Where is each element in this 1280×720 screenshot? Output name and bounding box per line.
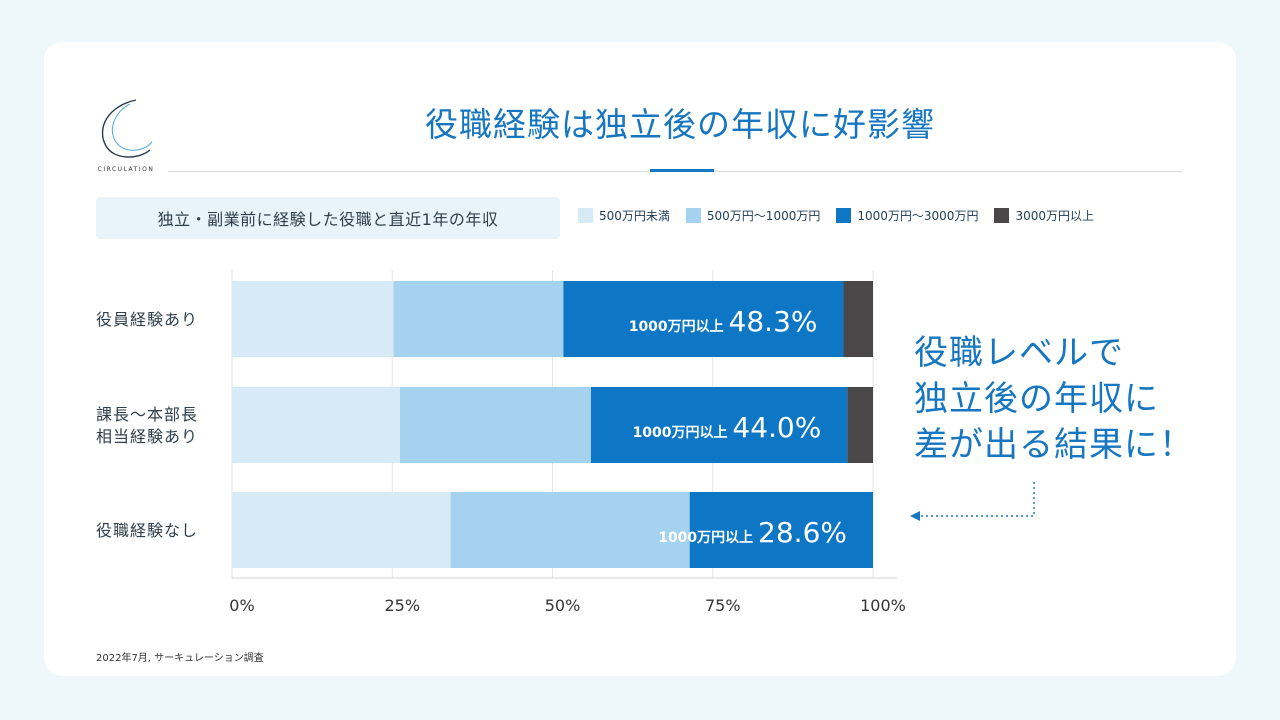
legend-swatch-3 (836, 208, 852, 223)
legend-item-4: 3000万円以上 (994, 207, 1094, 224)
legend-swatch-1 (578, 208, 593, 223)
x-tick-label-5: 100% (860, 596, 906, 615)
legend-swatch-4 (994, 208, 1010, 223)
bar-row3-seg3 (689, 492, 873, 568)
legend-item-2: 500万円〜1000万円 (685, 207, 821, 224)
logo: CIRCULATION (94, 96, 158, 176)
category-label-3: 役職経験なし (96, 521, 198, 540)
bar-row1-seg4 (843, 281, 873, 357)
callout-line-2: 独立後の年収に (914, 379, 1159, 419)
bar-row2-seg1 (232, 387, 400, 463)
legend-item-3: 1000万円〜3000万円 (836, 207, 978, 224)
x-tick-label-3: 50% (545, 596, 581, 615)
bar-row2-seg4 (847, 387, 873, 463)
callout-text: 役職レベルで 独立後の年収に 差が出る結果に！ (914, 330, 1214, 468)
x-tick-label-1: 0% (229, 596, 254, 615)
legend-label-4: 3000万円以上 (1015, 209, 1094, 223)
legend-label-2: 500万円〜1000万円 (706, 209, 821, 223)
category-label-2: 課長〜本部長相当経験あり (96, 405, 198, 446)
bar-row1-seg2 (393, 281, 564, 357)
bar-row3-seg1 (232, 492, 451, 568)
bar-row2-seg3 (590, 387, 848, 463)
callout-connector (918, 482, 1035, 517)
footnote: 2022年7月, サーキュレーション調査 (96, 653, 264, 664)
legend-label-1: 500万円未満 (599, 209, 670, 223)
callout-arrow-icon (910, 511, 920, 521)
legend-swatch-2 (685, 208, 701, 223)
bar-row3-seg2 (450, 492, 690, 568)
data-label-2: 1000万円以上 44.0% (633, 411, 822, 444)
chart-title: 独立・副業前に経験した役職と直近1年の年収 (96, 197, 560, 239)
logo-text: CIRCULATION (97, 166, 155, 173)
legend-label-3: 1000万円〜3000万円 (857, 209, 979, 223)
x-tick-label-2: 25% (384, 596, 420, 615)
bar-row1-seg1 (232, 281, 394, 357)
logo-mark-icon (101, 99, 153, 158)
data-label-3: 1000万円以上 28.6% (658, 516, 847, 549)
callout-line-1: 役職レベルで (914, 333, 1124, 373)
page-title: 役職経験は独立後の年収に好影響 (425, 105, 935, 144)
callout-line-3: 差が出る結果に！ (914, 425, 1194, 465)
bar-row1-seg3 (563, 281, 844, 357)
legend-item-1: 500万円未満 (578, 207, 670, 224)
content-card (44, 42, 1236, 676)
title-accent-bar (650, 169, 714, 172)
chart-legend: 500万円未満 500万円〜1000万円 1000万円〜3000万円 3000万円以上 (578, 207, 1094, 224)
category-label-1: 役員経験あり (96, 310, 198, 329)
x-tick-label-4: 75% (705, 596, 741, 615)
bar-row2-seg2 (399, 387, 591, 463)
data-label-1: 1000万円以上 48.3% (629, 305, 818, 338)
